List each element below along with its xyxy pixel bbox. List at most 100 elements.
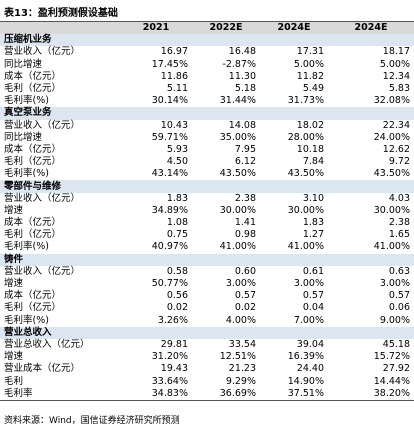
row-label: 营业总收入（亿元） [4,338,90,350]
table-title: 表13：盈利预测假设基础 [4,8,118,19]
value-cell: 32.08% [373,95,410,107]
value-cell: 5.93 [166,143,188,155]
value-cell: 12.62 [382,143,410,155]
value-cell: 0.63 [388,265,410,277]
row-label: 毛利率(%) [4,241,49,253]
section-fill [120,107,192,120]
value-cell: 30.14% [151,95,188,107]
value-cell: 40.97% [151,241,188,253]
row-label: 营业收入（亿元） [4,46,81,58]
value-cell: 4.00% [225,314,256,326]
value-cell: 50.77% [151,278,188,290]
row-label: 营业成本（亿元） [4,363,81,375]
section-fill [120,180,192,193]
section-fill [328,253,414,266]
value-cell: 9.29% [225,375,256,387]
value-cell: 5.83 [388,83,410,95]
row-label: 毛利（亿元） [4,302,62,314]
section-fill [192,253,260,266]
data-row: 增速 31.20% 12.51% 16.39% 15.72% [0,351,414,363]
value-cell: 11.82 [296,70,324,82]
value-cell: 10.18 [296,143,324,155]
header-row: 2021 2022E 2024E 2024E [0,21,414,35]
value-cell: 38.20% [328,387,414,401]
value-cell: 14.08 [228,119,256,131]
value-cell: 2.38 [234,192,256,204]
value-cell: 3.00% [225,278,256,290]
section-row: 铸件 [0,253,414,266]
row-label: 成本（亿元） [4,70,62,82]
section-fill [260,107,328,120]
value-cell: 0.61 [302,265,324,277]
data-row: 毛利（亿元） 5.11 5.18 5.49 5.83 [0,83,414,95]
value-cell: 3.00% [293,278,324,290]
section-title: 压缩机业务 [0,34,120,47]
value-cell: 30.00% [287,204,324,216]
value-cell: 4.03 [388,192,410,204]
value-cell: 29.81 [160,338,188,350]
value-cell: 10.43 [160,119,188,131]
value-cell: 22.34 [382,119,410,131]
data-row: 营业成本（亿元） 19.43 21.23 24.40 27.92 [0,363,414,375]
row-label: 增速 [4,278,24,290]
value-cell: 0.58 [166,265,188,277]
section-row: 零部件与维修 [0,180,414,193]
value-cell: 3.10 [302,192,324,204]
row-label: 营业收入（亿元） [4,192,81,204]
value-cell: 43.50% [219,168,256,180]
value-cell: 0.98 [234,229,256,241]
value-cell: 16.39% [287,351,324,363]
section-fill [192,107,260,120]
value-cell: 5.18 [234,83,256,95]
value-cell: 31.20% [151,351,188,363]
section-title: 铸件 [0,253,120,266]
section-fill [328,107,414,120]
value-cell: 0.06 [388,302,410,314]
value-cell: 19.43 [160,363,188,375]
data-row: 成本（亿元） 0.56 0.57 0.57 0.57 [0,290,414,302]
value-cell: 3.26% [157,314,188,326]
value-cell: 9.72 [388,156,410,168]
section-title: 零部件与维修 [0,180,120,193]
data-row: 成本（亿元） 1.08 1.41 1.83 2.38 [0,217,414,229]
value-cell: 41.00% [219,241,256,253]
header-cell: 2022E [192,21,260,35]
row-label: 同比增速 [4,131,43,143]
data-row: 毛利（亿元） 4.50 6.12 7.84 9.72 [0,156,414,168]
value-cell: 31.44% [219,95,256,107]
value-cell: 11.30 [228,70,256,82]
value-cell: 24.40 [296,363,324,375]
value-cell: 35.00% [219,131,256,143]
value-cell: 16.48 [228,46,256,58]
value-cell: 0.75 [166,229,188,241]
value-cell: 43.14% [151,168,188,180]
value-cell: 27.92 [382,363,410,375]
value-cell: 0.57 [388,290,410,302]
source-note: 资料来源：Wind，国信证券经济研究所预测 [4,416,180,426]
row-label: 营业收入（亿元） [4,265,81,277]
table: 2021 2022E 2024E 2024E 压缩机业务 营业收入（亿元） 16.97 16… [0,21,414,401]
value-cell: 24.00% [373,131,410,143]
row-label: 毛利（亿元） [4,83,62,95]
value-cell: 5.00% [293,58,324,70]
header-cell: 2024E [328,21,414,35]
section-fill [260,34,328,47]
value-cell: 30.00% [219,204,256,216]
value-cell: 6.12 [234,156,256,168]
value-cell: 15.72% [373,351,410,363]
value-cell: 0.57 [234,290,256,302]
value-cell: 1.83 [166,192,188,204]
data-row: 营业收入（亿元） 1.83 2.38 3.10 4.03 [0,193,414,205]
value-cell: 41.00% [287,241,324,253]
row-label: 营业收入（亿元） [4,119,81,131]
data-row: 同比增速 59.71% 35.00% 28.00% 24.00% [0,132,414,144]
value-cell: -2.87% [222,58,256,70]
value-cell: 0.04 [302,302,324,314]
section-row: 压缩机业务 [0,34,414,47]
data-row: 营业收入（亿元） 16.97 16.48 17.31 18.17 [0,46,414,58]
data-row: 毛利率(%) 40.97% 41.00% 41.00% 41.00% [0,241,414,253]
value-cell: 14.90% [287,375,324,387]
header-cell: 2021 [120,21,192,35]
data-row: 同比增速 17.45% -2.87% 5.00% 5.00% [0,59,414,71]
